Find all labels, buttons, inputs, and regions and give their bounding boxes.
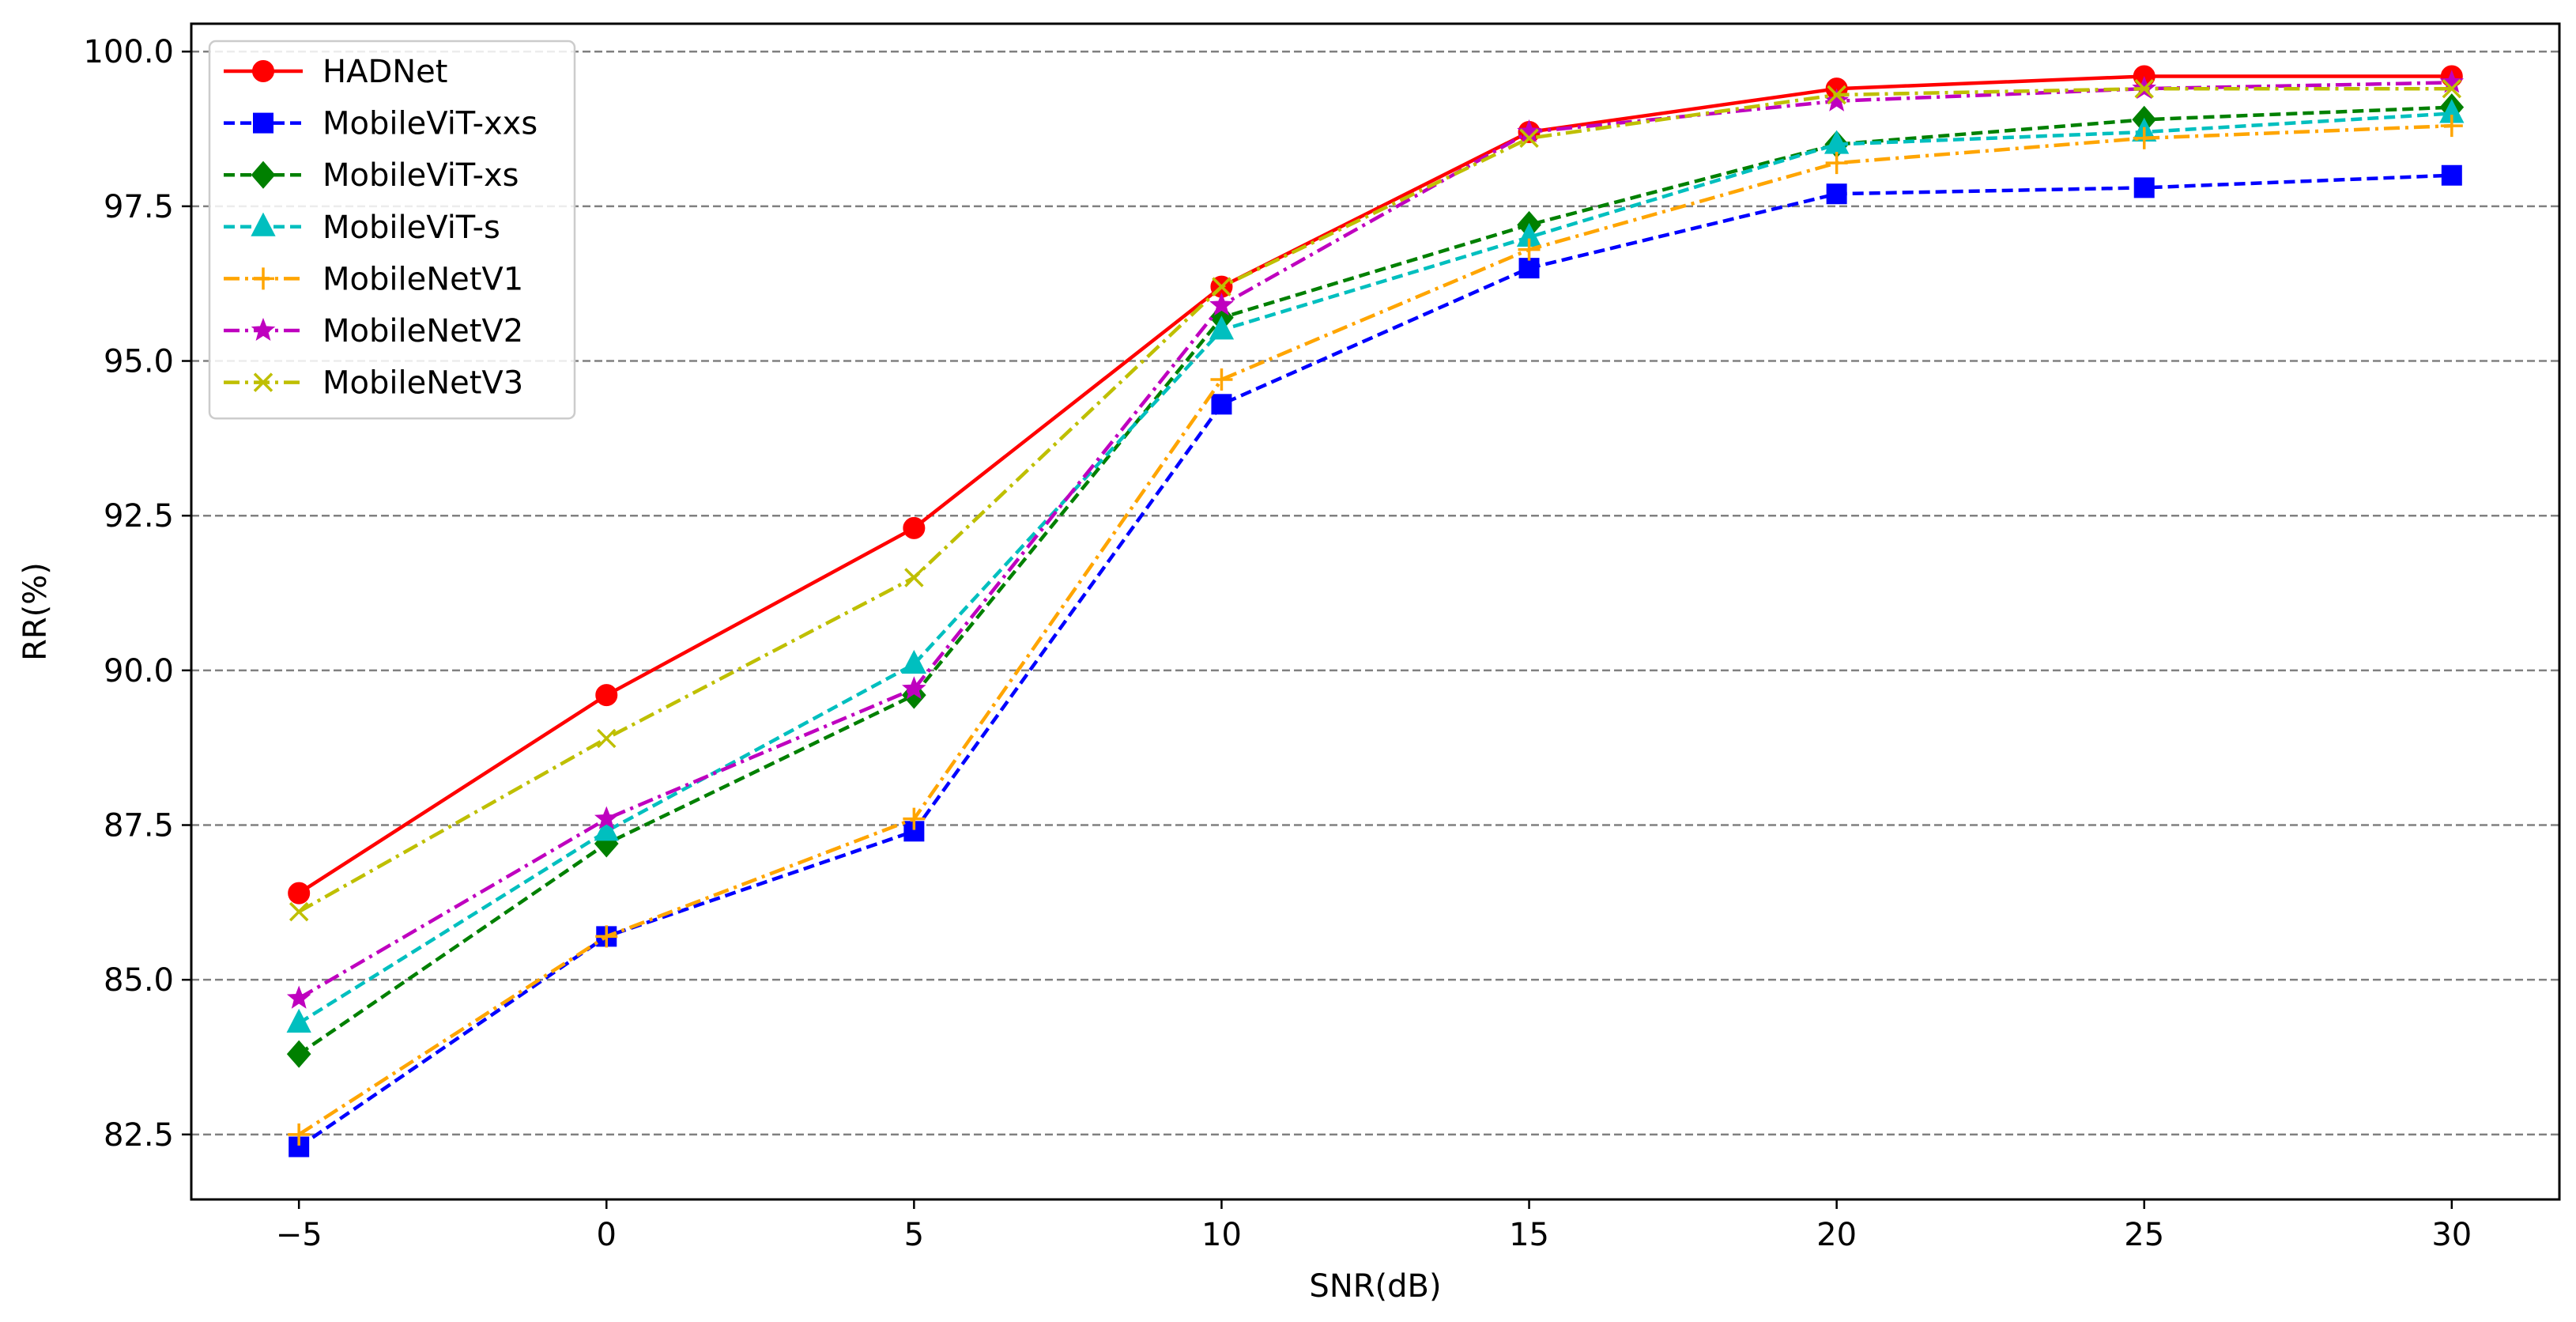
x-tick-label: 25 <box>2124 1217 2164 1253</box>
data-point <box>1825 152 1848 175</box>
legend-label: MobileViT-s <box>322 210 500 246</box>
legend-label: MobileViT-xxs <box>322 106 537 142</box>
series-line <box>297 173 2452 1149</box>
data-point <box>2441 164 2462 186</box>
legend-item: MobileViT-xs <box>224 157 519 194</box>
y-tick-label: 85.0 <box>104 962 174 999</box>
legend: HADNet MobileViT-xxs MobileViT-xs MobileViT… <box>208 40 576 420</box>
legend-item: MobileViT-xxs <box>224 106 537 142</box>
y-tick-label: 90.0 <box>104 653 174 689</box>
series-line <box>298 86 2452 914</box>
series-line <box>297 74 2452 895</box>
data-point <box>1212 277 1231 297</box>
series-mobilevit-s <box>286 99 2465 1033</box>
y-tick-label: 82.5 <box>104 1117 174 1154</box>
legend-label: MobileViT-xs <box>322 157 519 194</box>
data-point <box>1826 183 1847 205</box>
y-tick-label: 95.0 <box>104 344 174 380</box>
data-point <box>595 925 618 948</box>
legend-item: HADNet <box>224 54 447 90</box>
legend-marker <box>251 161 276 189</box>
data-point <box>1209 293 1234 316</box>
y-tick-label: 100.0 <box>83 34 174 70</box>
data-point <box>1827 85 1846 105</box>
x-tick-label: 30 <box>2431 1217 2472 1253</box>
data-point <box>2440 115 2463 138</box>
x-tick-label: 10 <box>1201 1217 1242 1253</box>
x-axis-title: SNR(dB) <box>1309 1268 1441 1305</box>
data-point <box>594 806 619 829</box>
legend-item: MobileNetV1 <box>224 261 523 297</box>
data-point <box>595 684 618 707</box>
series-mobilenetv1 <box>288 115 2463 1146</box>
data-point <box>1209 315 1235 340</box>
legend-box <box>208 40 576 420</box>
series-mobilevit-xs <box>286 93 2465 1068</box>
series-mobilenetv3 <box>289 78 2462 922</box>
legend-label: MobileNetV3 <box>322 365 523 402</box>
legend-marker <box>251 317 276 341</box>
data-point <box>903 807 926 830</box>
axes-layer: 82.5 85.0 87.5 90.0 92.5 95.0 97.5 100.0 −5 0 5 10 1… <box>83 34 2472 1253</box>
data-point <box>594 817 619 841</box>
data-point <box>2442 78 2462 99</box>
series-layer <box>286 65 2465 1158</box>
series-line <box>298 111 2452 1025</box>
legend-label: HADNet <box>322 54 447 90</box>
data-point <box>286 985 311 1009</box>
legend-marker <box>252 267 274 290</box>
legend-item: MobileNetV2 <box>224 313 523 349</box>
data-point <box>2133 127 2155 149</box>
legend-label: MobileNetV2 <box>322 313 523 349</box>
y-tick-label: 92.5 <box>104 498 174 534</box>
series-line <box>298 81 2452 1000</box>
data-point <box>903 516 926 539</box>
legend-marker <box>252 60 274 82</box>
data-point <box>1210 368 1233 391</box>
legend-marker <box>253 112 273 134</box>
y-axis-title: RR(%) <box>17 562 54 661</box>
plot-frame <box>190 22 2561 1201</box>
data-point <box>289 901 309 922</box>
data-point <box>901 649 927 674</box>
data-point <box>288 1123 311 1146</box>
data-point <box>1211 394 1232 415</box>
legend-item: MobileViT-s <box>224 210 500 246</box>
y-tick-label: 87.5 <box>104 808 174 844</box>
legend-item: MobileNetV3 <box>224 365 523 402</box>
data-point <box>597 728 617 749</box>
y-tick-label: 97.5 <box>104 189 174 225</box>
x-tick-label: 15 <box>1509 1217 1549 1253</box>
data-point <box>1824 88 1850 111</box>
data-point <box>904 568 924 587</box>
series-line <box>297 123 2452 1136</box>
legend-label: MobileNetV1 <box>322 261 523 297</box>
x-tick-label: 5 <box>904 1217 924 1253</box>
x-tick-label: −5 <box>276 1217 322 1253</box>
legend-marker <box>253 372 273 392</box>
data-point <box>286 1040 311 1068</box>
data-point <box>901 676 926 700</box>
data-point <box>1518 258 1540 279</box>
data-point <box>2133 177 2155 198</box>
x-tick-label: 20 <box>1816 1217 1857 1253</box>
data-point <box>286 1008 311 1033</box>
data-point <box>2134 78 2154 99</box>
legend-marker <box>251 212 276 236</box>
data-point <box>1519 128 1539 149</box>
series-line <box>297 105 2452 1056</box>
grid-layer <box>191 50 2559 1136</box>
data-point <box>288 882 311 905</box>
x-tick-label: 0 <box>597 1217 617 1253</box>
series-mobilevit-xxs <box>289 164 2462 1158</box>
data-point <box>1518 238 1541 261</box>
